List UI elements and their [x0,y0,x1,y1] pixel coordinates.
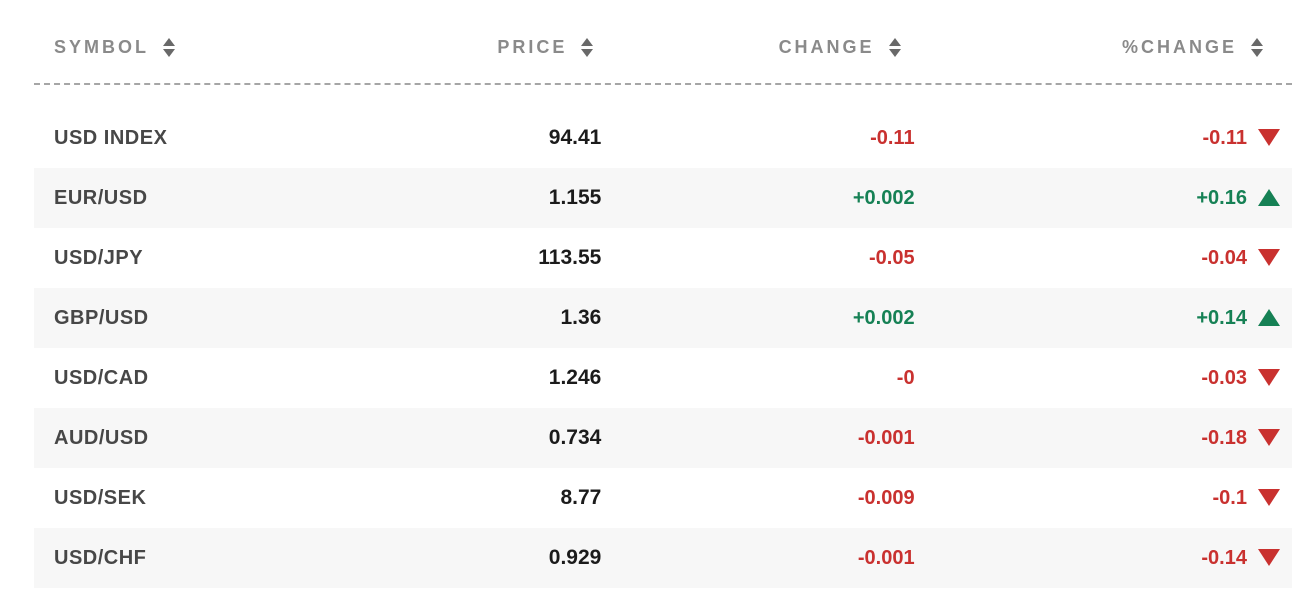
trend-arrow-icon [1257,368,1280,386]
pct-change-cell: -0.03 [915,367,1292,390]
symbol-cell: USD INDEX [54,126,168,149]
symbol-cell: EUR/USD [54,186,148,209]
pct-change-cell: -0.14 [915,547,1292,570]
symbol-cell: USD/SEK [54,486,147,509]
price-cell: 0.734 [548,426,602,449]
sort-up-icon [1250,37,1263,46]
trend-arrow-icon [1257,548,1280,566]
pct-change-value: -0.1 [1212,486,1247,509]
sort-down-icon [888,48,901,57]
sort-up-icon [888,37,901,46]
trend-arrow-icon [1257,308,1280,326]
table-row: USD/CHF 0.929 -0.001 -0.14 [34,528,1292,588]
sort-down-icon [581,48,594,57]
change-cell: -0.009 [857,486,915,509]
change-cell: -0.05 [868,246,915,269]
change-cell: -0.11 [870,126,915,149]
trend-arrow-icon [1257,428,1280,446]
pct-change-cell: +0.14 [915,307,1292,330]
table-row: EUR/USD 1.155 +0.002 +0.16 [34,168,1292,228]
trend-arrow-icon [1257,248,1280,266]
pct-change-cell: -0.1 [915,487,1292,510]
change-cell: +0.002 [852,306,915,329]
change-cell: -0.001 [857,426,915,449]
sort-icon [1250,37,1263,57]
currency-table: SYMBOL PRICE CHANGE %CHANGE USD INDEX 94… [34,0,1292,588]
pct-change-value: -0.04 [1201,246,1247,269]
price-cell: 94.41 [548,126,602,149]
price-cell: 1.36 [560,306,602,329]
sort-down-icon [163,48,176,57]
table-row: USD/CAD 1.246 -0 -0.03 [34,348,1292,408]
pct-change-cell: -0.18 [915,427,1292,450]
sort-up-icon [163,37,176,46]
symbol-cell: AUD/USD [54,426,149,449]
table-header-row: SYMBOL PRICE CHANGE %CHANGE [34,27,1292,85]
column-header-price[interactable]: PRICE [349,37,602,58]
sort-up-icon [581,37,594,46]
trend-arrow-icon [1257,128,1280,146]
table-row: AUD/USD 0.734 -0.001 -0.18 [34,408,1292,468]
pct-change-value: -0.14 [1201,546,1247,569]
price-cell: 1.155 [548,186,602,209]
trend-arrow-icon [1257,488,1280,506]
price-cell: 113.55 [538,246,602,269]
symbol-cell: USD/CHF [54,546,147,569]
column-header-change-label: CHANGE [778,36,875,57]
trend-arrow-icon [1257,188,1280,206]
table-row: USD INDEX 94.41 -0.11 -0.11 [34,108,1292,168]
change-cell: -0 [896,366,915,389]
column-header-price-label: PRICE [497,36,568,57]
symbol-cell: USD/CAD [54,366,149,389]
price-cell: 1.246 [548,366,602,389]
price-cell: 8.77 [560,486,602,509]
pct-change-cell: -0.04 [915,247,1292,270]
price-cell: 0.929 [548,546,602,569]
pct-change-cell: +0.16 [915,187,1292,210]
column-header-change[interactable]: CHANGE [601,37,914,58]
pct-change-value: -0.03 [1201,366,1247,389]
sort-icon [581,37,594,57]
symbol-cell: USD/JPY [54,246,144,269]
pct-change-value: -0.18 [1201,426,1247,449]
change-cell: +0.002 [852,186,915,209]
pct-change-value: -0.11 [1202,126,1247,149]
sort-icon [163,37,176,57]
table-row: USD/JPY 113.55 -0.05 -0.04 [34,228,1292,288]
column-header-symbol[interactable]: SYMBOL [34,37,349,58]
table-row: USD/SEK 8.77 -0.009 -0.1 [34,468,1292,528]
sort-icon [888,37,901,57]
symbol-cell: GBP/USD [54,306,149,329]
column-header-symbol-label: SYMBOL [54,36,150,57]
change-cell: -0.001 [857,546,915,569]
sort-down-icon [1250,48,1263,57]
pct-change-value: +0.14 [1196,306,1247,329]
pct-change-value: +0.16 [1196,186,1247,209]
table-row: GBP/USD 1.36 +0.002 +0.14 [34,288,1292,348]
column-header-pct-change[interactable]: %CHANGE [915,37,1292,58]
pct-change-cell: -0.11 [915,127,1292,150]
column-header-pct-change-label: %CHANGE [1121,36,1237,57]
table-body: USD INDEX 94.41 -0.11 -0.11 EUR/USD 1.15… [34,108,1292,588]
